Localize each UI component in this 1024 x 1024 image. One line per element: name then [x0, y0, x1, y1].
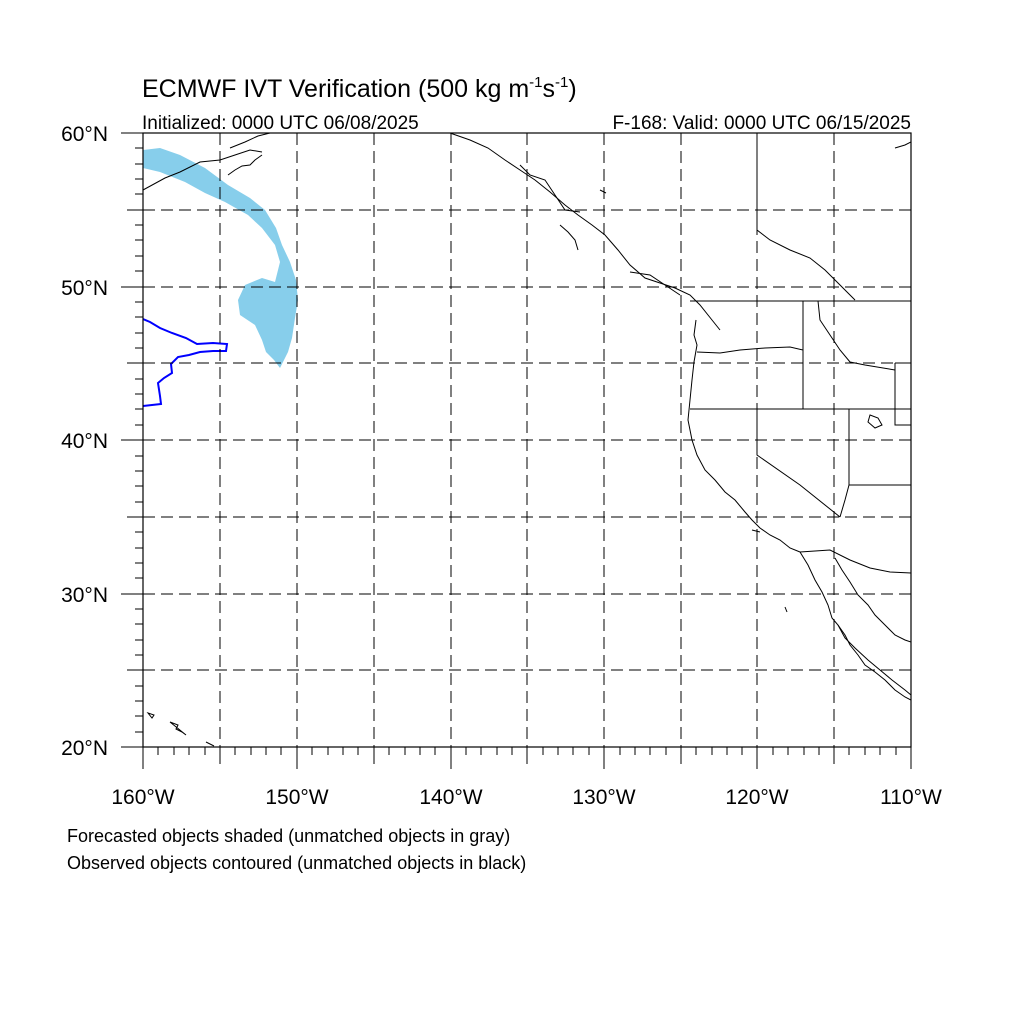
forecast-note: Forecasted objects shaded (unmatched obj… — [67, 826, 510, 846]
lon-label: 140°W — [419, 786, 482, 809]
lon-label: 120°W — [725, 786, 788, 809]
observed-note: Observed objects contoured (unmatched ob… — [67, 853, 526, 873]
coastlines — [143, 133, 911, 747]
valid-label: F-168: Valid: 0000 UTC 06/15/2025 — [612, 113, 911, 134]
observed-ivt-contour — [143, 318, 229, 407]
gridlines — [143, 133, 911, 747]
lat-label: 60°N — [61, 123, 108, 146]
initialized-label: Initialized: 0000 UTC 06/08/2025 — [142, 113, 419, 134]
lat-label: 40°N — [61, 430, 108, 453]
axis-ticks — [121, 132, 912, 769]
lon-label: 110°W — [880, 786, 942, 809]
lat-label: 20°N — [61, 737, 108, 760]
lat-label: 50°N — [61, 277, 108, 300]
lon-label: 160°W — [111, 786, 174, 809]
lon-label: 150°W — [265, 786, 328, 809]
map-title: ECMWF IVT Verification (500 kg m-1s-1) — [142, 74, 577, 103]
longitude-labels: 160°W 150°W 140°W 130°W 120°W 110°W — [111, 786, 942, 809]
lon-label: 130°W — [572, 786, 635, 809]
forecast-ivt-object — [143, 148, 298, 368]
map-content — [143, 133, 911, 747]
latitude-labels: 60°N 50°N 40°N 30°N 20°N — [61, 123, 108, 760]
lat-label: 30°N — [61, 584, 108, 607]
